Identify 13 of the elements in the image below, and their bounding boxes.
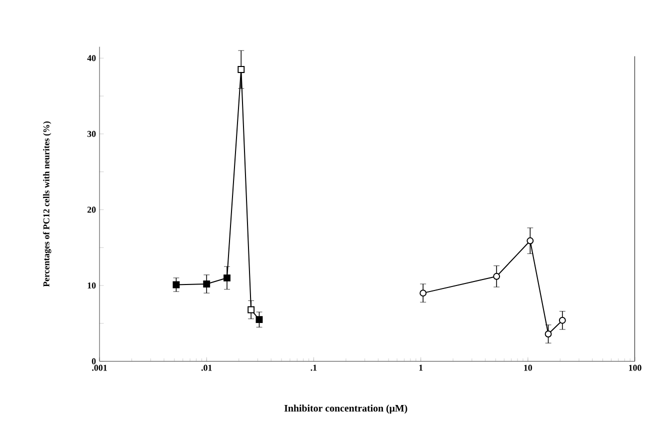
y-tick-label: 40 — [87, 55, 96, 62]
y-tick-label: 20 — [87, 206, 96, 213]
y-tick-label: 0 — [92, 358, 96, 364]
x-tick-label: .01 — [201, 364, 212, 371]
y-tick-label: 30 — [87, 130, 96, 137]
x-tick-label: 1 — [419, 364, 423, 371]
x-axis-title: Inhibitor concentration (μM) — [284, 404, 408, 414]
x-tick-label: 100 — [629, 364, 642, 371]
y-tick-label: 10 — [88, 282, 96, 289]
y-axis-title: Percentages of PC12 cells with neurites (%) — [42, 122, 52, 287]
x-tick-label: .001 — [92, 364, 107, 371]
x-tick-label: .1 — [310, 364, 317, 371]
x-tick-label: 10 — [524, 364, 532, 371]
